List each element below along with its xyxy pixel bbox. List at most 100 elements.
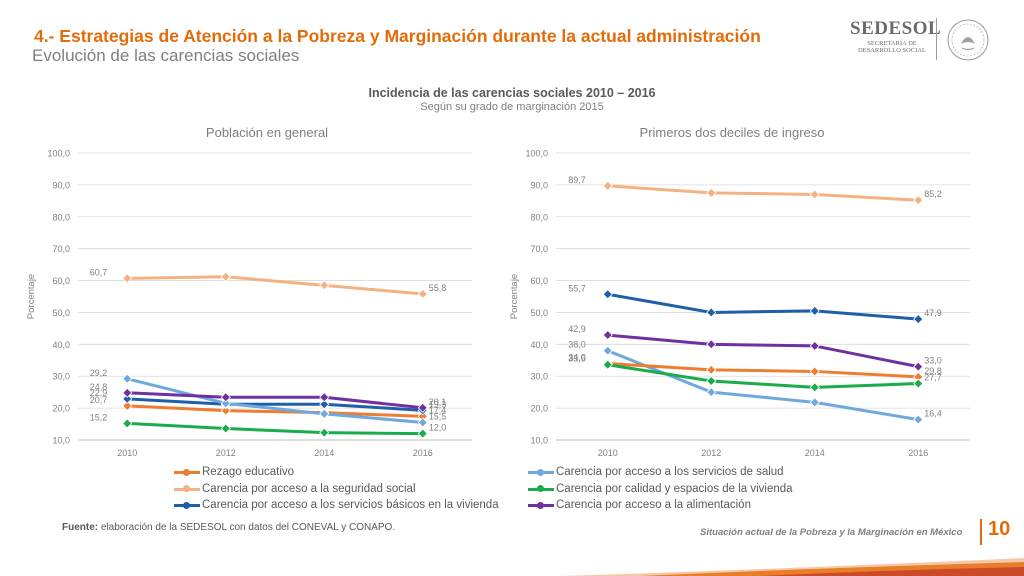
data-label: 47,9 xyxy=(924,308,942,318)
data-point xyxy=(809,305,820,316)
footer-divider xyxy=(980,519,982,545)
legend-swatch xyxy=(174,499,200,511)
data-label: 24,8 xyxy=(90,382,108,392)
data-point xyxy=(319,392,330,403)
series-line-alimentacion xyxy=(607,333,919,369)
data-point xyxy=(706,375,717,387)
legend-item-salud: Carencia por acceso a los servicios de s… xyxy=(528,464,793,481)
data-point xyxy=(706,364,717,375)
data-label: 20,7 xyxy=(90,395,108,405)
x-tick-label: 2014 xyxy=(805,448,825,458)
x-tick-label: 2012 xyxy=(701,448,721,458)
data-point xyxy=(602,330,613,341)
data-point xyxy=(417,402,428,413)
page-number: 10 xyxy=(988,518,1011,540)
data-label: 55,7 xyxy=(568,283,586,293)
series-line-rezago xyxy=(127,404,423,418)
chart-panel-general: 10,0 20,0 30,0 40,0 50,0 60,0 70,0 80,0 90,0 100,… xyxy=(26,149,472,458)
data-label: 16,4 xyxy=(924,409,942,419)
series-line-vivienda xyxy=(127,421,423,436)
data-point xyxy=(220,271,231,282)
data-point xyxy=(706,187,717,198)
data-label: 22,9 xyxy=(90,388,108,398)
series-alimentacion: 42,9 33,0 xyxy=(568,324,942,372)
data-label: 12,0 xyxy=(429,423,447,433)
x-tick-label: 2016 xyxy=(413,448,433,458)
logo-divider xyxy=(936,18,937,60)
data-label: 60,7 xyxy=(90,267,108,277)
data-label: 17,4 xyxy=(429,405,447,415)
y-tick-label: 70,0 xyxy=(530,244,548,254)
data-point xyxy=(417,417,428,428)
legend-left: Rezago educativo Carencia por acceso a la… xyxy=(174,464,499,514)
data-point xyxy=(809,189,820,200)
data-label: 20,1 xyxy=(429,397,447,407)
legend-label: Carencia por acceso a los servicios bási… xyxy=(202,499,499,512)
data-point xyxy=(220,398,231,409)
x-tick-label: 2010 xyxy=(117,448,137,458)
legend-label: Carencia por acceso a los servicios de s… xyxy=(556,466,784,479)
y-tick-label: 50,0 xyxy=(52,308,70,318)
legend-item-basicos: Carencia por acceso a los servicios bási… xyxy=(174,497,499,514)
legend-item-alimentacion: Carencia por acceso a la alimentación xyxy=(528,497,793,514)
data-label: 42,9 xyxy=(568,324,586,334)
data-point xyxy=(122,273,133,284)
data-label: 34,0 xyxy=(568,352,586,362)
legend-label: Rezago educativo xyxy=(202,466,295,479)
series-rezago: 34,0 29,8 xyxy=(568,352,942,382)
y-tick-label: 10,0 xyxy=(52,436,70,446)
x-tick-label: 2010 xyxy=(598,448,618,458)
data-point xyxy=(602,345,613,356)
data-label: 89,7 xyxy=(568,175,586,185)
series-salud: 29,2 15,5 xyxy=(90,368,446,428)
slide-title: 4.- Estrategias de Atención a la Pobreza… xyxy=(34,26,761,46)
legend-swatch xyxy=(174,483,200,495)
logo-sub-line2: DESARROLLO SOCIAL xyxy=(857,47,927,54)
y-tick-label: 100,0 xyxy=(525,149,548,159)
data-point xyxy=(122,393,133,404)
slide-subtitle: Evolución de las carencias sociales xyxy=(32,46,300,65)
sedesol-logo: SEDESOL SECRETARÍA DE DESARROLLO SOCIAL xyxy=(840,16,1000,64)
series-line-seguridad xyxy=(607,184,919,202)
data-label: 29,2 xyxy=(90,368,108,378)
data-point xyxy=(220,405,231,416)
data-label: 19,3 xyxy=(429,399,447,409)
data-label: 38,0 xyxy=(568,340,586,350)
y-axis-label: Porcentaje xyxy=(509,274,520,319)
logo-sub-line1: SECRETARÍA DE xyxy=(867,40,917,47)
data-label: 15,2 xyxy=(90,412,108,422)
series-line-basicos xyxy=(607,292,919,321)
series-seguridad: 60,7 55,8 xyxy=(90,267,446,300)
legend-swatch xyxy=(174,466,200,478)
data-point xyxy=(319,408,330,419)
data-point xyxy=(706,339,717,350)
series-line-alimentacion xyxy=(127,391,423,410)
y-tick-label: 30,0 xyxy=(530,372,548,382)
y-tick-label: 40,0 xyxy=(52,340,70,350)
y-tick-label: 60,0 xyxy=(530,276,548,286)
data-point xyxy=(913,314,924,325)
series-line-vivienda xyxy=(607,363,919,389)
legend-item-seguridad: Carencia por acceso a la seguridad socia… xyxy=(174,481,499,498)
data-point xyxy=(809,366,820,377)
data-point xyxy=(913,414,924,425)
data-point xyxy=(122,418,133,429)
line-charts: 10,0 20,0 30,0 40,0 50,0 60,0 70,0 80,0 90,0 100,… xyxy=(26,149,970,458)
logo-name: SEDESOL xyxy=(850,18,942,39)
source-note: Fuente: elaboración de la SEDESOL con da… xyxy=(62,522,395,533)
series-line-salud xyxy=(126,377,423,424)
x-tick-label: 2014 xyxy=(314,448,334,458)
data-point xyxy=(913,195,924,206)
data-point xyxy=(602,289,613,300)
legend-swatch xyxy=(528,499,554,511)
legend-item-rezago: Rezago educativo xyxy=(174,464,499,481)
y-tick-label: 70,0 xyxy=(52,244,70,254)
data-point xyxy=(706,307,717,318)
data-point xyxy=(913,378,924,389)
data-label: 27,7 xyxy=(924,373,942,383)
y-axis-label: Porcentaje xyxy=(26,274,37,319)
legend-label: Carencia por acceso a la alimentación xyxy=(556,499,751,512)
series-vivienda: 15,2 12,0 xyxy=(90,412,447,439)
data-point xyxy=(319,427,330,438)
national-seal-icon xyxy=(947,19,989,61)
